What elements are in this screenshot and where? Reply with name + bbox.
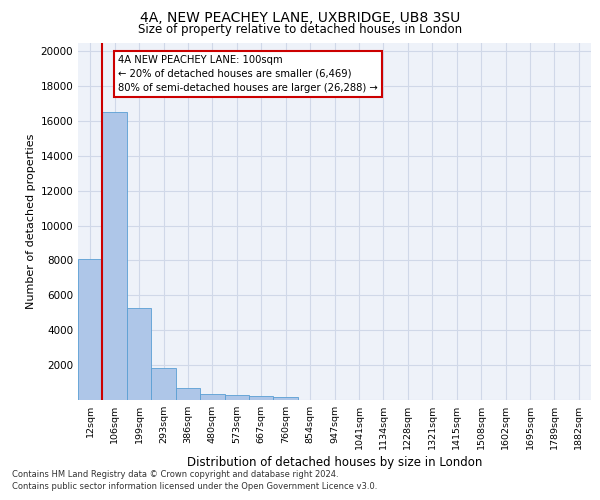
Bar	[224, 395, 249, 400]
Text: Size of property relative to detached houses in London: Size of property relative to detached ho…	[138, 22, 462, 36]
Bar	[103, 112, 127, 400]
Bar	[151, 368, 176, 400]
Bar	[78, 258, 103, 400]
X-axis label: Distribution of detached houses by size in London: Distribution of detached houses by size …	[187, 456, 482, 469]
Bar	[274, 396, 298, 400]
Bar	[249, 396, 274, 400]
Bar	[127, 308, 151, 400]
Bar	[200, 394, 224, 400]
Bar	[176, 388, 200, 400]
Y-axis label: Number of detached properties: Number of detached properties	[26, 134, 36, 309]
Text: 4A, NEW PEACHEY LANE, UXBRIDGE, UB8 3SU: 4A, NEW PEACHEY LANE, UXBRIDGE, UB8 3SU	[140, 11, 460, 25]
Text: Contains public sector information licensed under the Open Government Licence v3: Contains public sector information licen…	[12, 482, 377, 491]
Text: 4A NEW PEACHEY LANE: 100sqm
← 20% of detached houses are smaller (6,469)
80% of : 4A NEW PEACHEY LANE: 100sqm ← 20% of det…	[118, 54, 378, 92]
Text: Contains HM Land Registry data © Crown copyright and database right 2024.: Contains HM Land Registry data © Crown c…	[12, 470, 338, 479]
